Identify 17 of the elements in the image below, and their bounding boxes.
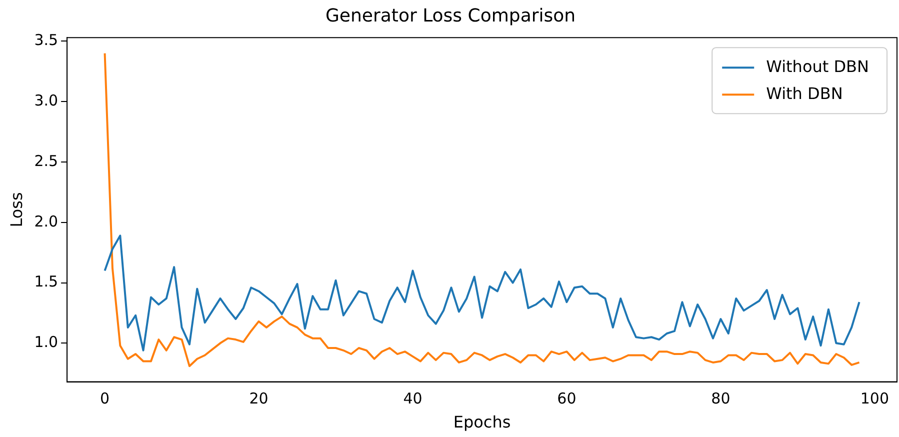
y-tick-label: 1.5	[34, 272, 58, 291]
y-tick-label: 3.0	[34, 92, 58, 110]
y-tick-label: 1.0	[34, 333, 58, 352]
y-tick-label: 3.5	[34, 31, 58, 50]
y-tick-label: 2.5	[34, 152, 58, 170]
y-axis-title: Loss	[6, 192, 26, 228]
x-tick-label: 100	[860, 390, 889, 408]
x-tick-label: 60	[557, 390, 576, 408]
chart-title: Generator Loss Comparison	[325, 5, 576, 26]
y-tick-label: 2.0	[34, 212, 58, 230]
x-axis-title: Epochs	[453, 412, 511, 432]
x-tick-label: 0	[100, 390, 110, 408]
legend-label: With DBN	[766, 84, 843, 103]
x-tick-label: 20	[249, 390, 268, 408]
x-tick-label: 80	[711, 390, 730, 408]
legend-label: Without DBN	[766, 56, 870, 76]
x-tick-label: 40	[403, 390, 422, 408]
